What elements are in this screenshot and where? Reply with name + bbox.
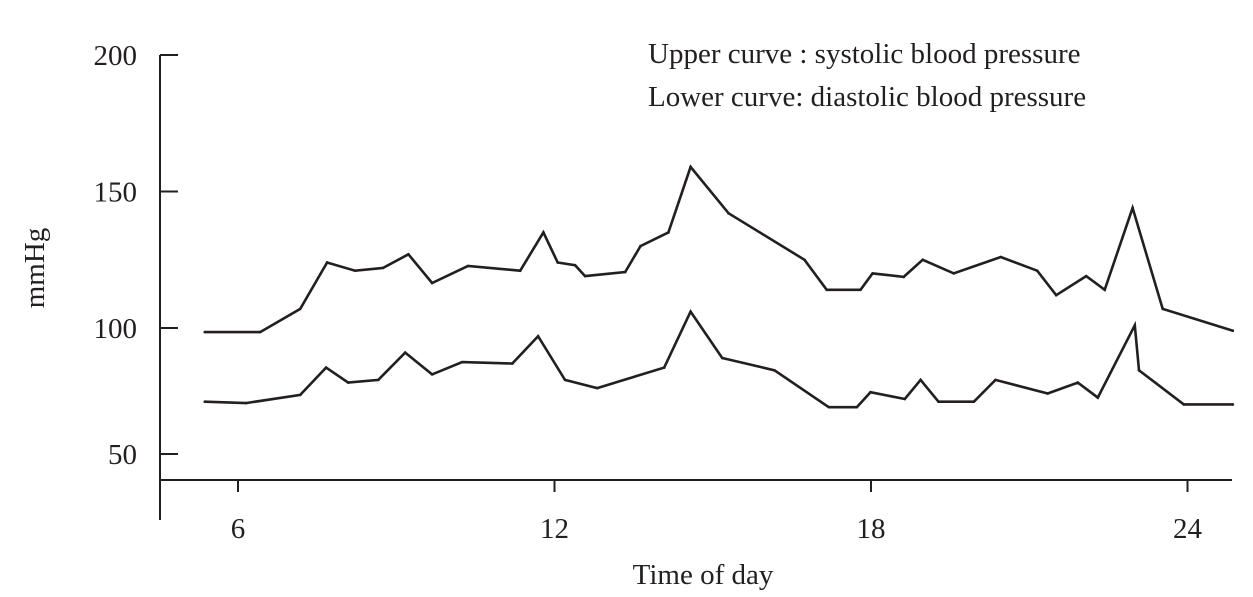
systolic-point bbox=[518, 269, 522, 272]
diastolic-point bbox=[1076, 381, 1080, 384]
y-tick-label: 200 bbox=[94, 40, 138, 72]
systolic-point bbox=[689, 165, 692, 169]
systolic-point bbox=[859, 288, 862, 292]
diastolic-point bbox=[536, 334, 540, 338]
diastolic-point bbox=[346, 381, 350, 384]
diastolic-point bbox=[511, 362, 514, 365]
systolic-point bbox=[871, 272, 874, 275]
systolic-point bbox=[623, 270, 627, 274]
systolic-point bbox=[258, 330, 262, 334]
diastolic-point bbox=[403, 351, 407, 354]
y-tick-label: 50 bbox=[108, 439, 137, 471]
systolic-point bbox=[1231, 329, 1235, 333]
diastolic-point bbox=[1096, 396, 1100, 399]
diastolic-point bbox=[1231, 403, 1235, 406]
systolic-point bbox=[542, 231, 545, 234]
diastolic-point bbox=[377, 378, 380, 382]
diastolic-point bbox=[298, 393, 302, 397]
systolic-point bbox=[952, 272, 956, 275]
systolic-point bbox=[1131, 206, 1134, 210]
systolic-point bbox=[667, 231, 670, 234]
annotation-lower-curve: Lower curve: diastolic blood pressure bbox=[648, 81, 1086, 113]
x-tick-label: 24 bbox=[1173, 513, 1203, 545]
diastolic-point bbox=[937, 400, 940, 404]
diastolic-point bbox=[1182, 403, 1186, 406]
diastolic-point bbox=[203, 400, 207, 404]
diastolic-point bbox=[919, 378, 922, 382]
systolic-point bbox=[639, 244, 642, 248]
systolic-point bbox=[298, 307, 302, 311]
systolic-point bbox=[407, 252, 410, 256]
systolic-point bbox=[573, 263, 577, 267]
diastolic-point bbox=[720, 356, 724, 360]
systolic-point bbox=[902, 275, 906, 279]
diastolic-point bbox=[855, 405, 859, 409]
systolic-point bbox=[1161, 307, 1165, 311]
systolic-point bbox=[466, 264, 470, 268]
diastolic-point bbox=[903, 397, 907, 401]
x-tick-label: 6 bbox=[231, 513, 246, 545]
y-tick-label: 100 bbox=[94, 313, 138, 345]
diastolic-point bbox=[460, 360, 464, 364]
diastolic-point bbox=[662, 366, 666, 369]
diastolic-point bbox=[994, 378, 997, 382]
systolic-point bbox=[556, 261, 559, 264]
systolic-point bbox=[583, 274, 587, 278]
diastolic-point bbox=[430, 373, 434, 376]
systolic-point bbox=[803, 258, 806, 262]
systolic-point bbox=[1084, 274, 1088, 278]
systolic-point bbox=[1103, 288, 1106, 292]
diastolic-point bbox=[244, 401, 248, 405]
diastolic-point bbox=[689, 310, 692, 313]
systolic-point bbox=[727, 212, 730, 215]
diastolic-point bbox=[595, 386, 599, 390]
diastolic-point bbox=[827, 405, 831, 409]
systolic-point bbox=[430, 281, 434, 285]
systolic-point bbox=[325, 261, 329, 264]
x-tick-label: 18 bbox=[857, 513, 886, 545]
x-axis-label: Time of day bbox=[633, 559, 774, 591]
systolic-point bbox=[353, 269, 357, 272]
annotation-upper-curve: Upper curve : systolic blood pressure bbox=[648, 38, 1080, 70]
diastolic-point bbox=[563, 378, 567, 382]
x-tick-label: 12 bbox=[540, 513, 569, 545]
diastolic-point bbox=[972, 400, 976, 404]
systolic-point bbox=[999, 255, 1003, 259]
systolic-point bbox=[921, 258, 924, 262]
systolic-line bbox=[204, 164, 1234, 334]
diastolic-point bbox=[1137, 369, 1141, 372]
diastolic-point bbox=[1046, 392, 1050, 395]
diastolic-line bbox=[204, 308, 1233, 409]
systolic-point bbox=[1035, 269, 1039, 272]
y-axis-label: mmHg bbox=[19, 228, 51, 309]
systolic-point bbox=[381, 266, 385, 270]
systolic-point bbox=[203, 330, 207, 334]
diastolic-point bbox=[324, 366, 328, 369]
systolic-point bbox=[1054, 293, 1058, 297]
diastolic-point bbox=[773, 369, 776, 372]
y-tick-label: 150 bbox=[94, 177, 138, 209]
systolic-point bbox=[825, 288, 828, 292]
diastolic-point bbox=[1133, 323, 1137, 327]
diastolic-point bbox=[869, 390, 872, 394]
